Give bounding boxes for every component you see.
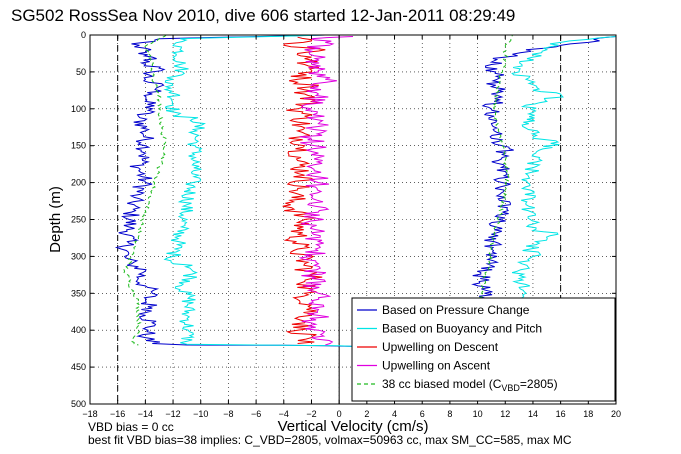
x-axis-label: Vertical Velocity (cm/s) — [278, 418, 429, 435]
x-tick-label: 8 — [447, 409, 452, 419]
series-layer — [114, 34, 617, 347]
x-tick-label: −4 — [279, 409, 289, 419]
series-38-cc-biased-model-c-vbd-2805--ascent — [475, 35, 513, 331]
series-upwelling-on-ascent-line — [298, 36, 354, 346]
x-tick-label: 12 — [500, 409, 510, 419]
y-tick-label: 150 — [71, 141, 86, 151]
x-tick-label: 4 — [392, 409, 397, 419]
x-tick-label: 16 — [556, 409, 566, 419]
y-tick-label: 450 — [71, 362, 86, 372]
x-tick-label: 6 — [420, 409, 425, 419]
x-tick-label: −16 — [110, 409, 125, 419]
legend-label: 38 cc biased model (CVBD=2805) — [382, 377, 558, 393]
x-tick-label: −18 — [82, 409, 97, 419]
x-tick-label: −10 — [193, 409, 208, 419]
x-tick-label: −6 — [251, 409, 261, 419]
legend: Based on Pressure Change Based on Buoyanc… — [351, 297, 616, 402]
series-38-cc-biased-model-c-vbd-2805--descent — [123, 34, 167, 346]
x-tick-label: −2 — [306, 409, 316, 419]
series-based-on-buoyancy-and-pitch-descent — [163, 34, 354, 347]
reference-lines — [117, 35, 562, 404]
legend-label: Based on Pressure Change — [382, 303, 530, 317]
x-tick-label: 20 — [611, 409, 621, 419]
series-based-on-pressure-change-descent — [114, 34, 354, 347]
series-based-on-buoyancy-and-pitch-ascent — [507, 36, 617, 346]
y-tick-label: 500 — [71, 399, 86, 409]
chart-title-text: SG502 RossSea Nov 2010, dive 606 started… — [11, 6, 516, 25]
x-tick-label: 10 — [473, 409, 483, 419]
x-tick-label: 18 — [583, 409, 593, 419]
legend-label: Upwelling on Ascent — [382, 359, 491, 373]
y-tick-label: 50 — [76, 67, 86, 77]
y-tick-label: 200 — [71, 178, 86, 188]
footnote-vbd-bias: VBD bias = 0 cc — [88, 420, 174, 434]
y-tick-label: 250 — [71, 215, 86, 225]
legend-box — [351, 297, 616, 402]
legend-label: Based on Buoyancy and Pitch — [382, 322, 542, 336]
x-tick-label: 14 — [528, 409, 538, 419]
x-tick-label: −8 — [223, 409, 233, 419]
x-tick-label: −14 — [138, 409, 153, 419]
series-based-on-pressure-change-ascent — [471, 36, 617, 346]
tick-layer: −18 −16 −14 −12 −10 −8 −6 −4 −2 0 2 4 6 8 10 12 14 16 18 20… — [71, 30, 621, 419]
footnote-best-fit: best fit VBD bias=38 implies: C_VBD=2805… — [88, 433, 572, 447]
x-tick-label: 2 — [364, 409, 369, 419]
chart-title: SG502 RossSea Nov 2010, dive 606 started… — [0, 6, 681, 34]
y-tick-label: 300 — [71, 251, 86, 261]
x-tick-label: −12 — [165, 409, 180, 419]
y-tick-label: 350 — [71, 288, 86, 298]
x-tick-label: 0 — [337, 409, 342, 419]
legend-label: Upwelling on Descent — [382, 340, 499, 354]
y-tick-label: 0 — [81, 30, 86, 40]
y-tick-label: 100 — [71, 104, 86, 114]
y-tick-label: 400 — [71, 325, 86, 335]
y-axis-label: Depth (m) — [47, 186, 64, 253]
